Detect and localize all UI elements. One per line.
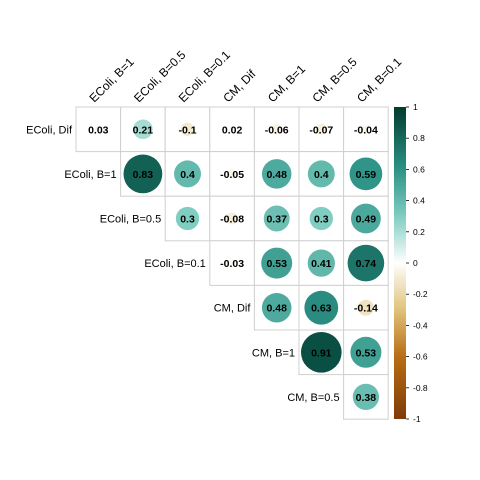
colorbar-tick-label: -0.2: [413, 289, 428, 299]
row-label: CM, Dif: [214, 303, 252, 315]
coefficient-label: -0.08: [220, 214, 244, 226]
column-label: EColi, B=1: [87, 55, 137, 105]
correlation-circle: [309, 206, 333, 231]
correlation-circles: [94, 119, 385, 411]
row-label: EColi, B=0.1: [144, 258, 205, 270]
correlation-circle: [123, 154, 163, 194]
row-labels: EColi, Dif EColi, B=1 EColi, B=0.5 EColi, B…: [26, 124, 339, 404]
coefficient-label: 0.63: [311, 303, 332, 315]
coefficient-label: 0.48: [266, 169, 287, 181]
correlation-circle: [300, 331, 342, 373]
correlation-circle: [261, 159, 292, 189]
column-label: CM, B=1: [265, 62, 308, 105]
coefficient-label: -0.05: [220, 169, 244, 181]
correlation-circle: [271, 124, 282, 135]
correlation-circle: [361, 125, 371, 134]
correlation-circle: [307, 160, 335, 188]
colorbar-gradient: [394, 107, 406, 419]
correlation-circle: [315, 123, 327, 135]
coefficient-label: 0.49: [356, 214, 377, 226]
coefficient-label: -0.07: [309, 124, 333, 136]
colorbar-tick-label: 0.8: [413, 133, 425, 143]
coefficient-label: 0.03: [88, 124, 109, 136]
coefficient-label: 0.38: [356, 392, 377, 404]
correlation-circle: [349, 157, 383, 191]
coefficient-label: 0.83: [133, 169, 154, 181]
correlation-circle: [175, 206, 200, 231]
coefficient-labels: 0.03 0.21 -0.1 0.02 -0.06 -0.07 -0.04 0.83 0.4 -0…: [88, 124, 378, 404]
coefficient-label: 0.53: [356, 347, 377, 359]
coefficient-label: 0.37: [266, 214, 287, 226]
correlation-circle: [304, 290, 339, 325]
correlation-circle: [350, 203, 381, 234]
coefficient-label: 0.48: [266, 303, 287, 315]
colorbar-tick-label: 0.4: [413, 196, 425, 206]
coefficient-label: 0.4: [180, 169, 195, 181]
correlation-circle: [350, 336, 382, 368]
coefficient-label: 0.74: [356, 258, 377, 270]
colorbar-tick-label: -0.8: [413, 383, 428, 393]
coefficient-label: 0.91: [311, 347, 332, 359]
colorbar: 1 0.8 0.6 0.4 0.2 0 -0.2 -0.4 -0.6 -0.8 -1: [394, 102, 428, 424]
correlation-circle: [133, 119, 153, 140]
coefficient-label: -0.06: [265, 124, 289, 136]
correlation-circle: [226, 212, 239, 225]
grid-cell: [164, 195, 211, 242]
colorbar-tick-label: -0.4: [413, 320, 428, 330]
correlation-circle: [307, 249, 335, 277]
correlation-circle: [357, 299, 374, 316]
colorbar-tick-label: -1: [413, 414, 421, 424]
correlation-circle: [347, 244, 385, 282]
row-label: EColi, Dif: [26, 124, 73, 136]
colorbar-tick-label: 0.2: [413, 227, 425, 237]
coefficient-label: 0.59: [356, 169, 377, 181]
coefficient-label: 0.21: [133, 124, 154, 136]
correlation-circle: [229, 126, 236, 133]
colorbar-tick-label: 1: [413, 102, 418, 112]
coefficient-label: -0.04: [354, 124, 378, 136]
coefficient-label: -0.1: [178, 124, 196, 136]
correlation-circle: [261, 247, 293, 279]
column-label: CM, Dif: [220, 66, 259, 105]
colorbar-tick-label: 0.6: [413, 164, 425, 174]
coefficient-label: -0.03: [220, 258, 244, 270]
correlation-circle: [94, 125, 102, 133]
colorbar-tick-label: -0.6: [413, 352, 428, 362]
row-label: CM, B=0.5: [287, 392, 339, 404]
coefficient-label: 0.3: [314, 214, 329, 226]
correlation-circle: [261, 292, 292, 323]
row-label: CM, B=1: [252, 347, 295, 359]
coefficient-label: 0.02: [222, 124, 243, 136]
column-label: CM, B=0.5: [310, 55, 360, 105]
coefficient-label: 0.3: [180, 214, 195, 226]
row-label: EColi, B=0.5: [100, 214, 161, 226]
row-label: EColi, B=1: [64, 169, 116, 181]
correlation-circle: [352, 383, 380, 411]
colorbar-tick-label: 0: [413, 258, 418, 268]
column-label: CM, B=0.1: [354, 55, 404, 105]
coefficient-label: 0.4: [314, 169, 329, 181]
colorbar-ticks: 1 0.8 0.6 0.4 0.2 0 -0.2 -0.4 -0.6 -0.8 -1: [406, 102, 428, 424]
coefficient-label: 0.41: [311, 258, 332, 270]
correlation-circle: [227, 169, 237, 179]
coefficient-label: 0.53: [266, 258, 287, 270]
coefficient-label: -0.14: [354, 303, 378, 315]
correlation-circle: [180, 122, 195, 137]
correlation-circle: [174, 160, 201, 188]
correlation-circle: [228, 259, 236, 267]
correlation-circle: [263, 205, 290, 232]
